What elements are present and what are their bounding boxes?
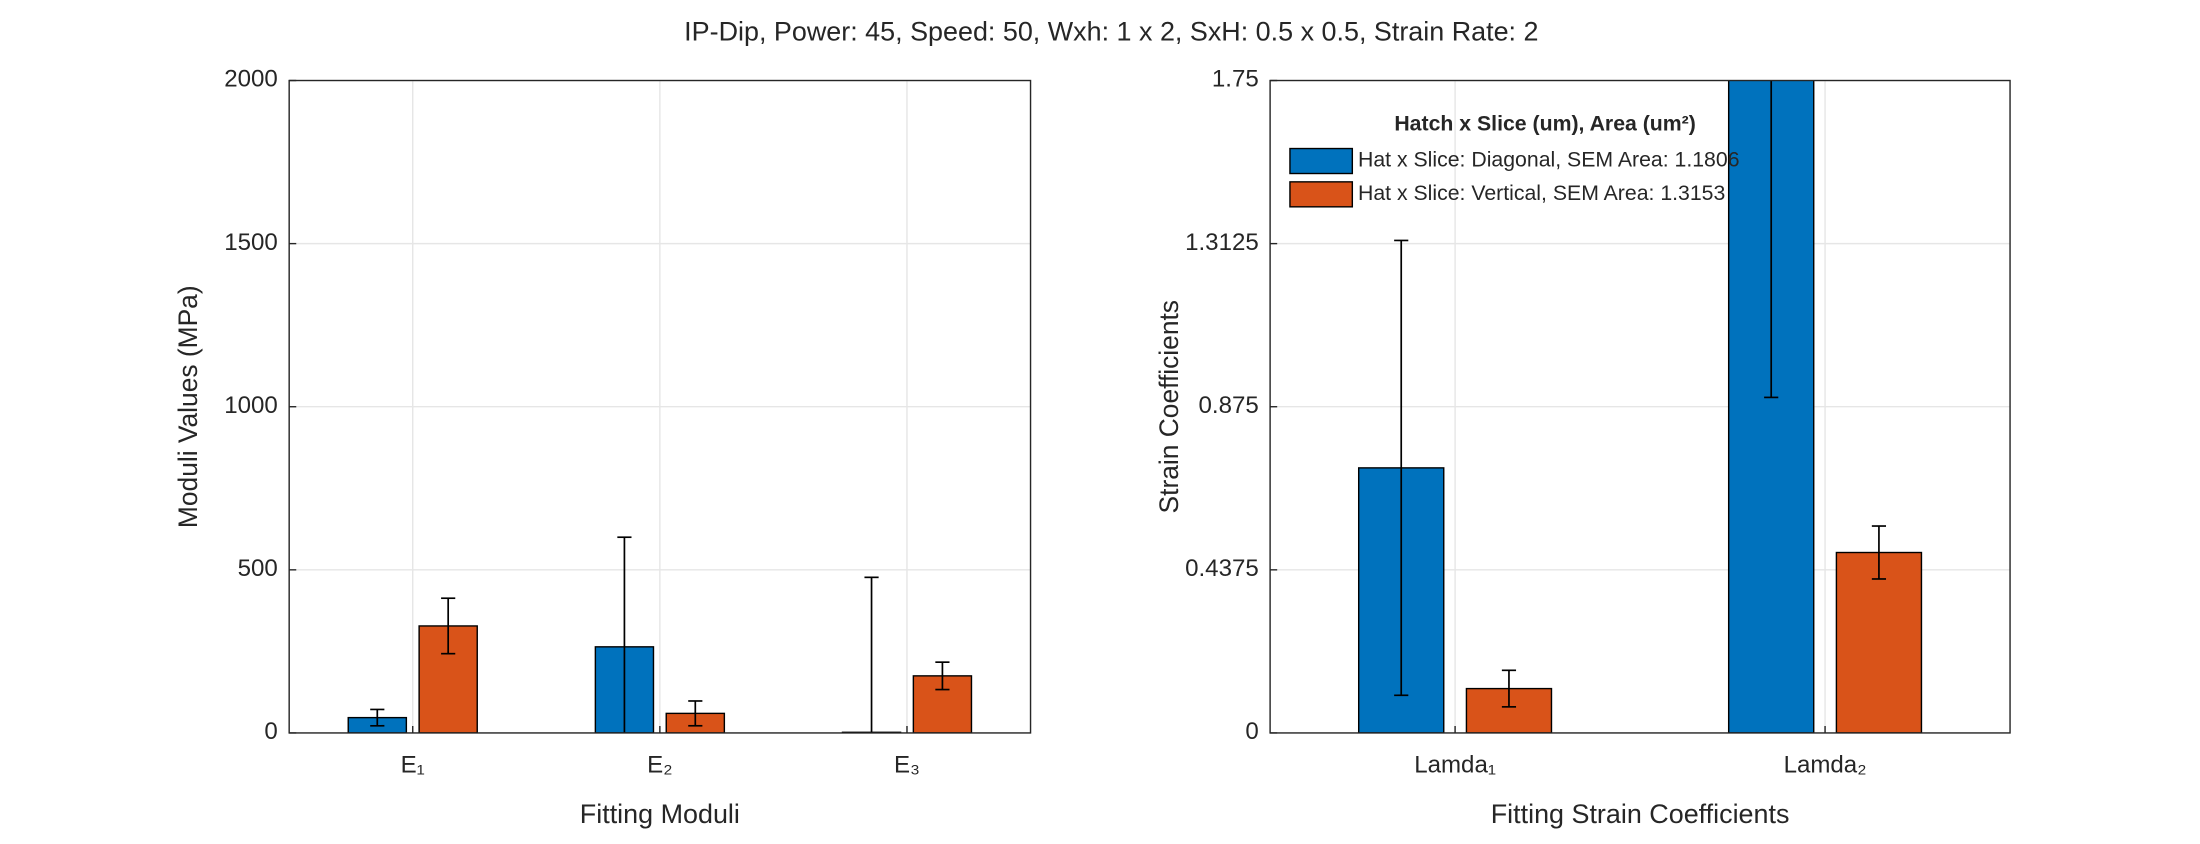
axes-box (288, 79, 1032, 734)
error-bar (1501, 669, 1517, 708)
y-tick-label: 1000 (224, 392, 278, 419)
figure-title: IP-Dip, Power: 45, Speed: 50, Wxh: 1 x 2… (684, 17, 1538, 47)
axes-box (1269, 79, 2011, 734)
y-tick-label: 0 (1245, 718, 1258, 745)
bar (1835, 551, 1923, 733)
x-tick-label: E₁ (401, 752, 425, 779)
error-bar (1871, 525, 1887, 580)
y-tick-label: 1500 (224, 229, 278, 256)
legend-swatch (1289, 181, 1354, 208)
y-tick-label: 2000 (224, 66, 278, 93)
legend-label: Hat x Slice: Diagonal, SEM Area: 1.1806 (1358, 149, 1740, 172)
error-bar (688, 700, 703, 727)
y-tick-label: 1.3125 (1185, 229, 1259, 256)
error-bar (935, 661, 950, 691)
y-tick-label: 500 (238, 555, 278, 582)
bars (347, 536, 973, 733)
error-bar (1764, 80, 1779, 399)
legend-label: Hat x Slice: Vertical, SEM Area: 1.3153 (1358, 182, 1725, 205)
y-tick-label: 0 (264, 718, 277, 745)
y-tick-label: 0.4375 (1185, 555, 1259, 582)
x-tick-label: Lamda₁ (1414, 752, 1496, 779)
x-tick-label: E₂ (647, 752, 672, 779)
y-axis-label: Strain Coefficients (1154, 300, 1184, 513)
bars (1357, 80, 1923, 733)
legend-swatch (1289, 147, 1354, 175)
error-bar (1394, 239, 1409, 697)
y-tick-label: 0.875 (1199, 392, 1259, 419)
error-bar (617, 536, 632, 733)
x-axis-label: Fitting Moduli (580, 799, 740, 829)
x-tick-label: Lamda₂ (1784, 752, 1867, 779)
y-tick-label: 1.75 (1212, 66, 1259, 93)
x-tick-label: E₃ (894, 752, 920, 779)
legend-title: Hatch x Slice (um), Area (um²) (1394, 113, 1696, 136)
error-bar (370, 708, 385, 727)
error-bar (441, 597, 456, 655)
y-axis-label: Moduli Values (MPa) (173, 285, 203, 528)
x-axis-label: Fitting Strain Coefficients (1491, 799, 1790, 829)
